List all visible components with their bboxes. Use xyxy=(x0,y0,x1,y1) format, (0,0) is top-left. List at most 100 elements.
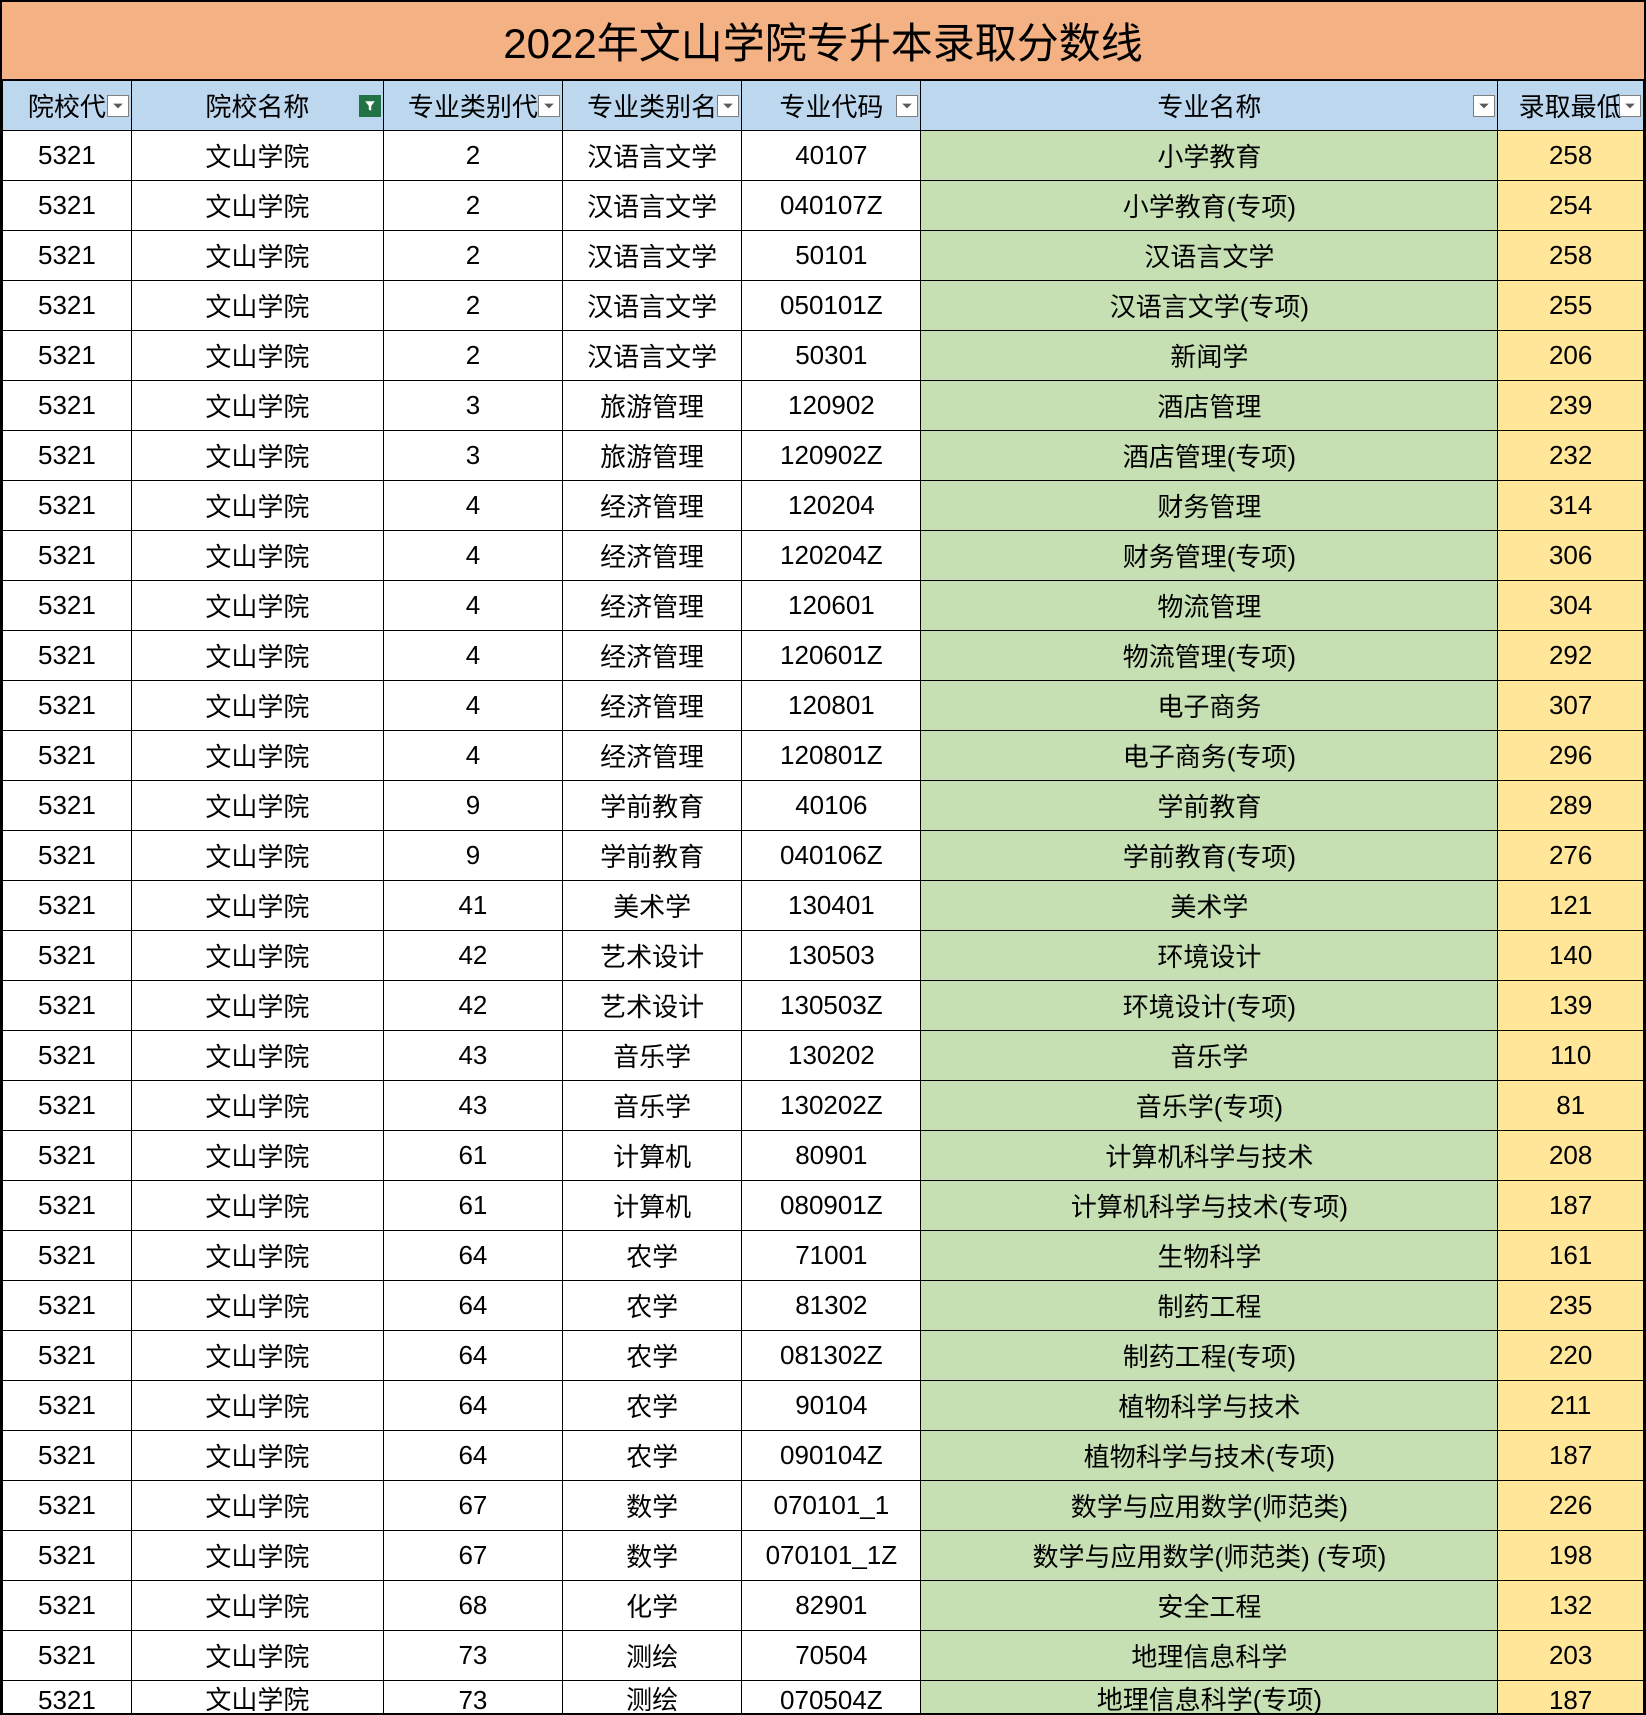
filter-dropdown-icon[interactable] xyxy=(359,95,381,117)
table-cell: 5321 xyxy=(3,531,132,581)
table-cell: 汉语言文学 xyxy=(563,331,742,381)
table-cell: 206 xyxy=(1498,331,1644,381)
table-cell: 文山学院 xyxy=(131,1031,383,1081)
table-cell: 5321 xyxy=(3,231,132,281)
table-cell: 40107 xyxy=(742,131,921,181)
table-cell: 3 xyxy=(383,431,562,481)
table-cell: 文山学院 xyxy=(131,1181,383,1231)
table-cell: 61 xyxy=(383,1181,562,1231)
table-cell: 50101 xyxy=(742,231,921,281)
table-cell: 3 xyxy=(383,381,562,431)
column-header: 专业类别代 xyxy=(383,81,562,131)
table-cell: 040107Z xyxy=(742,181,921,231)
table-cell: 81302 xyxy=(742,1281,921,1331)
table-cell: 73 xyxy=(383,1631,562,1681)
column-header: 专业类别名 xyxy=(563,81,742,131)
table-cell: 2 xyxy=(383,181,562,231)
column-header: 院校名称 xyxy=(131,81,383,131)
filter-dropdown-icon[interactable] xyxy=(538,95,560,117)
table-cell: 地理信息科学(专项) xyxy=(921,1681,1498,1714)
table-cell: 50301 xyxy=(742,331,921,381)
table-cell: 40106 xyxy=(742,781,921,831)
table-row: 5321文山学院64农学081302Z制药工程(专项)220 xyxy=(3,1331,1644,1381)
table-cell: 5321 xyxy=(3,581,132,631)
table-cell: 64 xyxy=(383,1381,562,1431)
table-cell: 制药工程(专项) xyxy=(921,1331,1498,1381)
table-row: 5321文山学院41美术学130401美术学121 xyxy=(3,881,1644,931)
table-cell: 物流管理(专项) xyxy=(921,631,1498,681)
table-cell: 文山学院 xyxy=(131,1581,383,1631)
table-cell: 文山学院 xyxy=(131,1331,383,1381)
table-cell: 110 xyxy=(1498,1031,1644,1081)
table-cell: 文山学院 xyxy=(131,1681,383,1714)
table-cell: 旅游管理 xyxy=(563,381,742,431)
table-cell: 90104 xyxy=(742,1381,921,1431)
table-cell: 文山学院 xyxy=(131,731,383,781)
table-cell: 数学 xyxy=(563,1531,742,1581)
table-cell: 文山学院 xyxy=(131,281,383,331)
table-cell: 4 xyxy=(383,481,562,531)
table-cell: 音乐学 xyxy=(563,1081,742,1131)
filter-dropdown-icon[interactable] xyxy=(107,95,129,117)
table-cell: 文山学院 xyxy=(131,1431,383,1481)
table-cell: 农学 xyxy=(563,1381,742,1431)
table-cell: 计算机科学与技术(专项) xyxy=(921,1181,1498,1231)
table-cell: 小学教育(专项) xyxy=(921,181,1498,231)
table-row: 5321文山学院3旅游管理120902Z酒店管理(专项)232 xyxy=(3,431,1644,481)
table-cell: 美术学 xyxy=(921,881,1498,931)
table-cell: 130503Z xyxy=(742,981,921,1031)
filter-dropdown-icon[interactable] xyxy=(1473,95,1495,117)
table-cell: 汉语言文学 xyxy=(563,231,742,281)
table-cell: 音乐学 xyxy=(921,1031,1498,1081)
table-cell: 304 xyxy=(1498,581,1644,631)
table-cell: 植物科学与技术(专项) xyxy=(921,1431,1498,1481)
table-cell: 农学 xyxy=(563,1331,742,1381)
table-cell: 80901 xyxy=(742,1131,921,1181)
table-cell: 环境设计 xyxy=(921,931,1498,981)
page-title: 2022年文山学院专升本录取分数线 xyxy=(2,2,1644,80)
table-row: 5321文山学院4经济管理120801Z电子商务(专项)296 xyxy=(3,731,1644,781)
column-label: 院校代 xyxy=(28,92,106,122)
table-cell: 计算机 xyxy=(563,1181,742,1231)
filter-dropdown-icon[interactable] xyxy=(896,95,918,117)
table-row: 5321文山学院43音乐学130202Z音乐学(专项)81 xyxy=(3,1081,1644,1131)
table-cell: 经济管理 xyxy=(563,731,742,781)
table-cell: 学前教育(专项) xyxy=(921,831,1498,881)
table-cell: 文山学院 xyxy=(131,1131,383,1181)
table-cell: 经济管理 xyxy=(563,581,742,631)
table-cell: 经济管理 xyxy=(563,531,742,581)
table-cell: 232 xyxy=(1498,431,1644,481)
table-cell: 120601 xyxy=(742,581,921,631)
table-cell: 120204 xyxy=(742,481,921,531)
filter-dropdown-icon[interactable] xyxy=(1619,95,1641,117)
table-cell: 文山学院 xyxy=(131,781,383,831)
filter-dropdown-icon[interactable] xyxy=(717,95,739,117)
table-cell: 2 xyxy=(383,131,562,181)
table-row: 5321文山学院67数学070101_1Z数学与应用数学(师范类) (专项)19… xyxy=(3,1531,1644,1581)
table-cell: 121 xyxy=(1498,881,1644,931)
table-cell: 81 xyxy=(1498,1081,1644,1131)
table-cell: 5321 xyxy=(3,631,132,681)
table-cell: 音乐学(专项) xyxy=(921,1081,1498,1131)
table-cell: 5321 xyxy=(3,1681,132,1714)
table-cell: 数学与应用数学(师范类) xyxy=(921,1481,1498,1531)
table-cell: 2 xyxy=(383,331,562,381)
table-cell: 5321 xyxy=(3,431,132,481)
table-cell: 67 xyxy=(383,1531,562,1581)
table-row: 5321文山学院9学前教育040106Z学前教育(专项)276 xyxy=(3,831,1644,881)
table-cell: 文山学院 xyxy=(131,231,383,281)
table-cell: 130503 xyxy=(742,931,921,981)
table-container: 2022年文山学院专升本录取分数线 院校代院校名称专业类别代专业类别名专业代码专… xyxy=(0,0,1646,1715)
table-cell: 5321 xyxy=(3,1381,132,1431)
table-cell: 120204Z xyxy=(742,531,921,581)
table-cell: 130401 xyxy=(742,881,921,931)
table-cell: 经济管理 xyxy=(563,681,742,731)
table-cell: 130202 xyxy=(742,1031,921,1081)
table-cell: 文山学院 xyxy=(131,1531,383,1581)
table-cell: 5321 xyxy=(3,881,132,931)
table-cell: 4 xyxy=(383,581,562,631)
table-cell: 测绘 xyxy=(563,1681,742,1714)
table-cell: 5321 xyxy=(3,1481,132,1531)
table-cell: 5321 xyxy=(3,1231,132,1281)
table-cell: 2 xyxy=(383,281,562,331)
